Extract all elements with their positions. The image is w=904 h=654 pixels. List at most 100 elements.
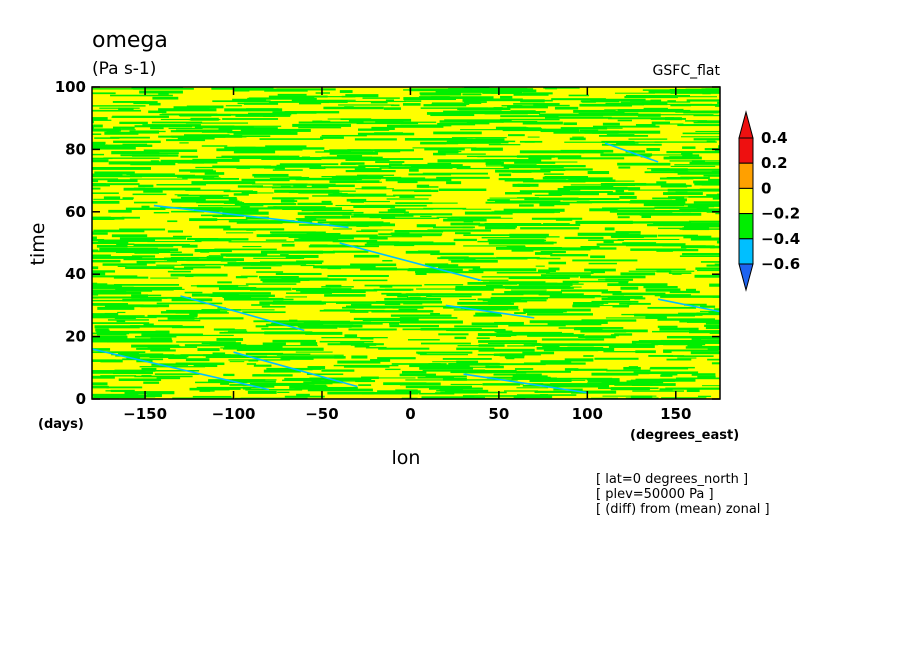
field-streak bbox=[143, 189, 163, 193]
field-streak bbox=[121, 216, 140, 219]
field-streak bbox=[150, 349, 176, 352]
field-streak bbox=[554, 286, 582, 288]
field-streak bbox=[105, 390, 116, 392]
field-streak bbox=[156, 377, 181, 380]
field-streak bbox=[514, 312, 526, 314]
field-negative-band bbox=[463, 373, 588, 394]
field-streak bbox=[485, 201, 523, 204]
field-streak bbox=[341, 95, 356, 98]
field-streak bbox=[288, 191, 329, 194]
field-streak bbox=[121, 249, 157, 252]
field-streak bbox=[511, 289, 547, 291]
field-streak bbox=[618, 281, 629, 285]
field-streak bbox=[420, 107, 488, 109]
field-streak bbox=[220, 382, 230, 385]
field-streak bbox=[154, 373, 200, 375]
field-streak bbox=[269, 178, 302, 180]
field-streak bbox=[167, 317, 195, 320]
field-streak bbox=[229, 361, 245, 363]
field-streak bbox=[577, 295, 624, 298]
field-streak bbox=[515, 371, 527, 374]
field-streak bbox=[172, 200, 240, 203]
field-streak bbox=[465, 371, 493, 374]
x-tick-label: −150 bbox=[123, 405, 167, 423]
field-streak bbox=[233, 132, 298, 135]
field-streak bbox=[280, 199, 295, 203]
field-streak bbox=[224, 108, 283, 112]
field-streak bbox=[426, 112, 467, 115]
field-streak bbox=[570, 187, 630, 189]
field-streak bbox=[456, 379, 518, 381]
field-streak bbox=[659, 327, 699, 331]
y-tick-label: 60 bbox=[65, 203, 86, 221]
field-streak bbox=[399, 317, 458, 319]
field-streak bbox=[693, 201, 720, 204]
field-streak bbox=[455, 287, 494, 291]
field-streak bbox=[131, 344, 180, 348]
field-streak bbox=[133, 201, 158, 204]
field-streak bbox=[518, 282, 573, 286]
field-streak bbox=[681, 152, 693, 155]
field-streak bbox=[252, 183, 308, 185]
field-streak bbox=[517, 200, 556, 204]
field-streak bbox=[498, 178, 534, 181]
field-negative-band bbox=[657, 298, 720, 313]
field-streak bbox=[416, 224, 436, 228]
field-streak bbox=[641, 102, 668, 106]
field-streak bbox=[607, 141, 663, 143]
field-streak bbox=[329, 152, 379, 155]
field-streak bbox=[522, 384, 544, 387]
field-streak bbox=[550, 322, 601, 324]
field-streak bbox=[399, 382, 441, 386]
field-streak bbox=[454, 336, 467, 340]
field-streak bbox=[92, 117, 108, 121]
field-streak bbox=[607, 295, 643, 299]
field-streak bbox=[462, 395, 526, 397]
field-streak bbox=[691, 160, 705, 164]
field-streak bbox=[685, 88, 719, 91]
field-streak bbox=[492, 111, 546, 113]
field-streak bbox=[682, 210, 720, 213]
field-streak bbox=[289, 385, 328, 389]
colorbar-segment bbox=[738, 137, 754, 164]
field-streak bbox=[491, 91, 523, 94]
field-streak bbox=[700, 261, 720, 263]
field-streak bbox=[356, 122, 419, 125]
field-streak bbox=[248, 360, 259, 362]
field-streak bbox=[686, 288, 696, 292]
field-streak bbox=[92, 236, 97, 240]
field-streak bbox=[457, 301, 491, 305]
field-streak bbox=[660, 295, 720, 298]
field-streak bbox=[245, 352, 284, 356]
field-streak bbox=[114, 315, 136, 320]
field-streak bbox=[424, 147, 465, 151]
field-streak bbox=[491, 293, 524, 296]
field-streak bbox=[538, 269, 556, 272]
field-streak bbox=[139, 370, 200, 372]
field-streak bbox=[596, 243, 656, 246]
field-streak bbox=[385, 368, 401, 371]
field-streak bbox=[678, 90, 720, 93]
x-axis-units: (degrees_east) bbox=[630, 428, 739, 443]
field-streak bbox=[198, 113, 259, 116]
field-streak bbox=[540, 274, 591, 277]
field-streak bbox=[592, 125, 660, 128]
field-streak bbox=[662, 96, 717, 98]
field-streak bbox=[208, 255, 221, 257]
field-streak bbox=[270, 231, 316, 234]
field-streak bbox=[451, 259, 498, 263]
field-streak bbox=[94, 171, 135, 175]
field-streak bbox=[460, 129, 517, 131]
field-streak bbox=[260, 278, 310, 282]
field-streak bbox=[245, 262, 264, 266]
field-streak bbox=[300, 264, 315, 267]
field-streak bbox=[296, 250, 335, 254]
field-streak bbox=[491, 211, 555, 214]
field-streak bbox=[92, 322, 150, 324]
field-streak bbox=[189, 387, 230, 391]
field-streak bbox=[627, 221, 692, 224]
field-streak bbox=[158, 135, 201, 138]
field-streak bbox=[543, 223, 570, 226]
field-streak bbox=[531, 217, 583, 220]
field-streak bbox=[398, 121, 437, 123]
